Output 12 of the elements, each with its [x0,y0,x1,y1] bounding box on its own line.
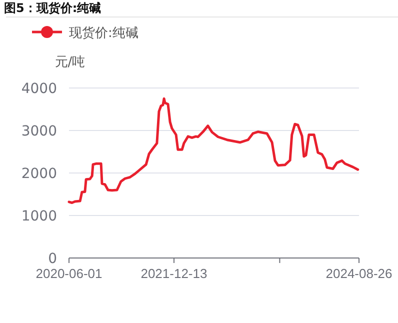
y-axis-title: 元/吨 [54,55,86,70]
legend-label: 现货价:纯碱 [69,26,138,41]
x-tick-label: 2021-12-13 [140,266,208,281]
x-tick-label: 2020-06-01 [36,266,102,281]
x-tick-label: 2024-08-26 [326,266,392,281]
y-tick-label: 1000 [21,208,57,224]
y-tick-label: 3000 [21,124,57,140]
y-tick-label: 2000 [21,166,57,182]
y-tick-label: 0 [48,251,57,267]
chart-title: 图5：现货价:纯碱 [4,1,102,15]
y-tick-label: 4000 [21,81,57,97]
line-series [68,97,360,204]
